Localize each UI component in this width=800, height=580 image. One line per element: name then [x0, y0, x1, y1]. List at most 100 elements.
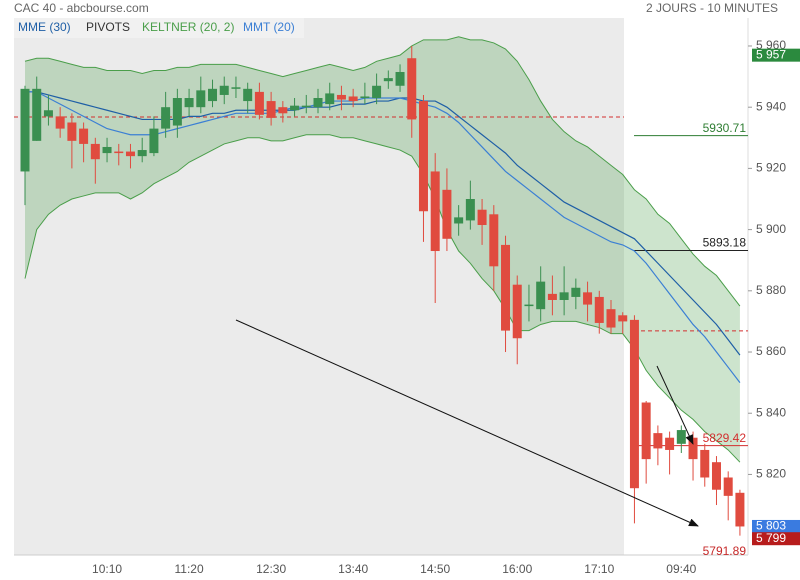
keltner-lower — [24, 134, 741, 463]
candle-body — [629, 319, 639, 489]
legend-pivots: PIVOTS — [86, 20, 130, 34]
y-tick-label: 5 940 — [756, 99, 786, 113]
y-tick-label: 5 880 — [756, 283, 786, 297]
candle-body — [512, 284, 522, 339]
candle-body — [219, 85, 229, 95]
candle-body — [477, 209, 487, 226]
pivot-level-label: 5791.89 — [703, 544, 747, 558]
keltner-fill — [25, 36, 740, 463]
y-tick-label: 5 820 — [756, 467, 786, 481]
candle-body — [290, 105, 300, 111]
legend-box — [14, 18, 304, 38]
candle-body — [465, 199, 475, 221]
candle-body — [231, 87, 241, 89]
candle-body — [184, 98, 194, 108]
candle-body — [243, 88, 253, 102]
keltner-upper — [24, 36, 741, 307]
candle-body — [90, 143, 100, 160]
candle-body — [161, 107, 171, 129]
candle-body — [360, 96, 370, 99]
candle-body — [594, 296, 604, 323]
candle-body — [301, 105, 311, 108]
candle-body — [618, 315, 628, 322]
moving-average — [25, 91, 741, 356]
candle-body — [336, 94, 346, 100]
price-tag-label: 5 803 — [756, 519, 786, 533]
candle-body — [125, 151, 135, 157]
moving-average — [25, 91, 741, 383]
price-tag-label: 5 799 — [756, 531, 786, 545]
candle-body — [547, 293, 557, 300]
candle-body — [501, 244, 511, 331]
candle-body — [430, 171, 440, 252]
candle-body — [489, 214, 499, 267]
candle-body — [583, 292, 593, 305]
legend-mmt: MMT (20) — [243, 20, 295, 34]
candle-body — [407, 58, 417, 120]
trend-arrow — [656, 365, 694, 445]
price-tag — [752, 48, 800, 62]
x-tick-label: 09:40 — [666, 562, 696, 576]
candle-body — [208, 88, 218, 102]
candle-body — [571, 287, 581, 297]
y-tick-label: 5 900 — [756, 222, 786, 236]
candle-body — [536, 281, 546, 310]
candle-body — [735, 492, 745, 527]
x-tick-label: 17:10 — [584, 562, 614, 576]
candle-body — [67, 122, 77, 141]
candle-body — [55, 116, 65, 129]
candle-body — [348, 96, 358, 102]
candle-body — [102, 146, 112, 154]
candle-body — [372, 85, 382, 99]
price-tag — [752, 532, 800, 546]
candle-body — [688, 437, 698, 460]
chart-title: CAC 40 - abcbourse.com — [14, 1, 149, 15]
candle-body — [665, 437, 675, 450]
candle-body — [137, 150, 147, 157]
candle-body — [79, 128, 89, 144]
candle-body — [559, 292, 569, 300]
trend-arrow — [235, 319, 699, 527]
candle-body — [149, 128, 159, 154]
candle-body — [524, 304, 534, 307]
candle-body — [723, 477, 733, 496]
candle-body — [606, 309, 616, 328]
pivot-level-label: 5893.18 — [703, 236, 747, 250]
price-tag — [752, 519, 800, 533]
candle-body — [442, 189, 452, 239]
candle-body — [676, 430, 686, 444]
candle-body — [114, 151, 124, 154]
x-tick-label: 11:20 — [175, 562, 204, 576]
candle-body — [395, 71, 405, 86]
candle-body — [196, 90, 206, 108]
candle-body — [454, 217, 464, 224]
x-tick-label: 16:00 — [502, 562, 532, 576]
candle-body — [43, 110, 53, 117]
x-tick-label: 10:10 — [92, 562, 122, 576]
candle-body — [711, 462, 721, 490]
y-tick-label: 5 920 — [756, 161, 786, 175]
pivot-level-label: 5930.71 — [703, 121, 747, 135]
candle-body — [254, 91, 264, 115]
x-tick-label: 14:50 — [420, 562, 450, 576]
candle-body — [700, 449, 710, 478]
x-tick-label: 12:30 — [256, 562, 286, 576]
price-tag-label: 5 957 — [756, 47, 786, 61]
candle-body — [641, 402, 651, 460]
x-tick-label: 13:40 — [338, 562, 368, 576]
candle-body — [313, 98, 323, 108]
plot: 5930.71 5893.18 5829.42 5791.89 10:10 11:20 12… — [14, 36, 800, 576]
candle-body — [172, 98, 182, 126]
pivot-level-label: 5829.42 — [703, 431, 747, 445]
candle-body — [20, 88, 30, 172]
candle-body — [653, 433, 663, 449]
y-tick-label: 5 960 — [756, 38, 786, 52]
candle-body — [266, 101, 276, 118]
legend-mme: MME (30) — [18, 20, 71, 34]
y-tick-label: 5 840 — [756, 405, 786, 419]
legend-keltner: KELTNER (20, 2) — [142, 20, 234, 34]
y-tick-label: 5 860 — [756, 344, 786, 358]
candle-body — [383, 78, 393, 82]
candle-body — [32, 88, 42, 141]
